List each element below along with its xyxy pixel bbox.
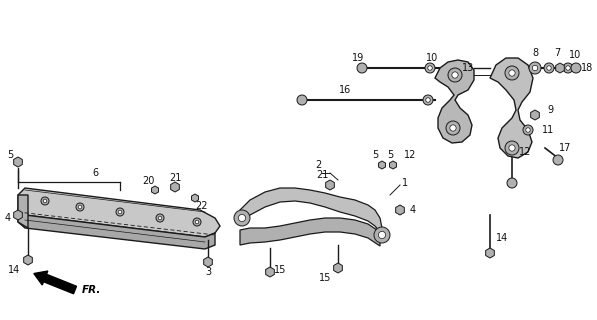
Circle shape bbox=[118, 210, 122, 214]
Circle shape bbox=[426, 98, 430, 102]
Text: 2: 2 bbox=[315, 160, 321, 170]
Circle shape bbox=[452, 72, 458, 78]
Circle shape bbox=[529, 62, 541, 74]
Polygon shape bbox=[24, 255, 32, 265]
Polygon shape bbox=[266, 267, 275, 277]
Circle shape bbox=[566, 66, 570, 70]
Circle shape bbox=[509, 70, 515, 76]
Circle shape bbox=[450, 125, 456, 131]
Text: 12: 12 bbox=[519, 147, 531, 157]
Text: 6: 6 bbox=[92, 168, 98, 178]
Circle shape bbox=[374, 227, 390, 243]
Polygon shape bbox=[18, 195, 28, 228]
Circle shape bbox=[533, 65, 538, 71]
Circle shape bbox=[526, 128, 530, 132]
Circle shape bbox=[423, 95, 433, 105]
Circle shape bbox=[238, 214, 245, 221]
Circle shape bbox=[523, 125, 533, 135]
Polygon shape bbox=[486, 248, 494, 258]
Text: 8: 8 bbox=[532, 48, 538, 58]
Polygon shape bbox=[14, 210, 22, 220]
Circle shape bbox=[158, 216, 162, 220]
Circle shape bbox=[563, 63, 573, 73]
Circle shape bbox=[553, 155, 563, 165]
Polygon shape bbox=[18, 208, 215, 249]
Text: 22: 22 bbox=[196, 201, 208, 211]
Text: 4: 4 bbox=[410, 205, 416, 215]
Text: 19: 19 bbox=[352, 53, 364, 63]
Circle shape bbox=[446, 121, 460, 135]
Text: 17: 17 bbox=[559, 143, 571, 153]
Polygon shape bbox=[389, 161, 396, 169]
Polygon shape bbox=[556, 63, 564, 73]
Polygon shape bbox=[152, 186, 158, 194]
Circle shape bbox=[193, 218, 201, 226]
Polygon shape bbox=[531, 110, 539, 120]
Text: 21: 21 bbox=[169, 173, 181, 183]
Circle shape bbox=[357, 63, 367, 73]
Circle shape bbox=[116, 208, 124, 216]
Text: 11: 11 bbox=[542, 125, 554, 135]
Text: 9: 9 bbox=[547, 105, 553, 115]
Text: 14: 14 bbox=[8, 265, 20, 275]
Polygon shape bbox=[240, 188, 382, 240]
Polygon shape bbox=[490, 58, 533, 158]
Polygon shape bbox=[334, 263, 342, 273]
Text: 15: 15 bbox=[319, 273, 331, 283]
Text: FR.: FR. bbox=[82, 285, 101, 295]
Polygon shape bbox=[378, 161, 386, 169]
Polygon shape bbox=[18, 188, 220, 237]
Text: 21: 21 bbox=[316, 170, 328, 180]
Polygon shape bbox=[204, 257, 213, 267]
Text: 3: 3 bbox=[205, 267, 211, 277]
Text: 18: 18 bbox=[581, 63, 593, 73]
Circle shape bbox=[509, 145, 515, 151]
Circle shape bbox=[297, 95, 307, 105]
Polygon shape bbox=[240, 218, 380, 246]
Circle shape bbox=[195, 220, 199, 224]
Text: 5: 5 bbox=[372, 150, 378, 160]
Text: 10: 10 bbox=[569, 50, 581, 60]
Polygon shape bbox=[326, 180, 334, 190]
Text: 10: 10 bbox=[426, 53, 438, 63]
Text: 5: 5 bbox=[387, 150, 393, 160]
Polygon shape bbox=[171, 182, 179, 192]
Text: 4: 4 bbox=[5, 213, 11, 223]
Text: 5: 5 bbox=[7, 150, 13, 160]
Polygon shape bbox=[435, 60, 474, 143]
Circle shape bbox=[156, 214, 164, 222]
Circle shape bbox=[448, 68, 462, 82]
Circle shape bbox=[547, 66, 551, 70]
Polygon shape bbox=[396, 205, 404, 215]
Text: 14: 14 bbox=[496, 233, 508, 243]
Text: 1: 1 bbox=[402, 178, 408, 188]
Circle shape bbox=[544, 63, 554, 73]
Text: 15: 15 bbox=[274, 265, 286, 275]
Circle shape bbox=[425, 63, 435, 73]
FancyArrow shape bbox=[34, 271, 76, 294]
Circle shape bbox=[76, 203, 84, 211]
Circle shape bbox=[43, 199, 47, 203]
Circle shape bbox=[505, 141, 519, 155]
Text: 16: 16 bbox=[339, 85, 351, 95]
Circle shape bbox=[505, 66, 519, 80]
Circle shape bbox=[427, 66, 432, 70]
Circle shape bbox=[378, 231, 386, 239]
Circle shape bbox=[571, 63, 581, 73]
Polygon shape bbox=[192, 194, 198, 202]
Text: 20: 20 bbox=[142, 176, 154, 186]
Circle shape bbox=[507, 178, 517, 188]
Text: 12: 12 bbox=[404, 150, 416, 160]
Circle shape bbox=[78, 205, 82, 209]
Polygon shape bbox=[14, 157, 22, 167]
Text: 13: 13 bbox=[462, 63, 474, 73]
Circle shape bbox=[234, 210, 250, 226]
Text: 7: 7 bbox=[554, 48, 560, 58]
Circle shape bbox=[41, 197, 49, 205]
